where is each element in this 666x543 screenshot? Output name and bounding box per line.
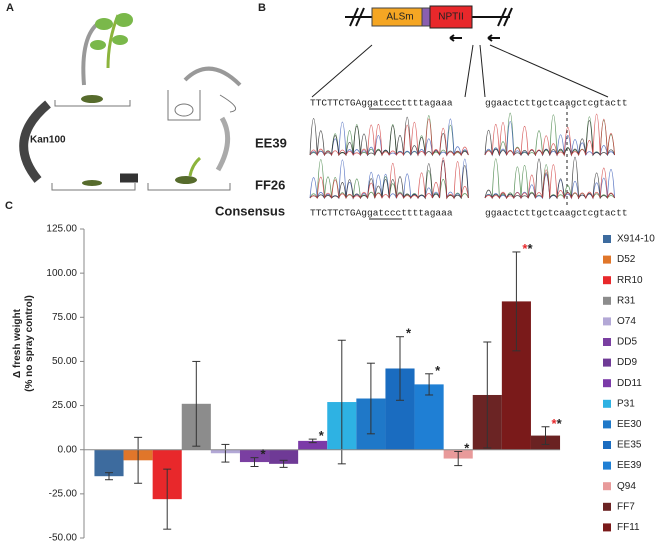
y-axis-label: Δ fresh weight(% no spray control)	[12, 295, 35, 392]
legend-swatch	[603, 317, 611, 326]
y-axis-label-line: (% no spray control)	[24, 295, 35, 392]
bar	[269, 449, 299, 464]
panel-label: C	[5, 200, 13, 212]
trace	[309, 157, 469, 200]
construct-part: ALSm	[386, 12, 413, 23]
significance-mark: *	[527, 241, 533, 256]
construct-part: NPTII	[438, 12, 464, 23]
significance: *	[261, 447, 267, 462]
trace	[309, 160, 469, 200]
y-axis-label-line: Δ fresh weight	[12, 308, 23, 378]
legend-label: P31	[617, 398, 635, 409]
legend-label: EE35	[617, 440, 642, 451]
legend-swatch	[603, 276, 611, 285]
legend-label: O74	[617, 316, 636, 327]
legend-swatch	[603, 502, 611, 511]
significance: *	[435, 363, 441, 378]
legend-swatch	[603, 379, 611, 388]
sequence: TTCTTCTGAggatcccttttagaaa	[310, 208, 453, 219]
trace	[484, 113, 615, 157]
bar	[298, 440, 328, 450]
y-tick-label: -50.00	[49, 533, 78, 543]
legend-swatch	[603, 235, 611, 243]
significance-mark: *	[557, 416, 563, 431]
legend-label: DD5	[617, 337, 637, 348]
y-tick-label: 25.00	[52, 400, 77, 411]
significance: **	[522, 241, 533, 256]
significance-red: *	[552, 416, 558, 431]
bar	[94, 449, 124, 477]
legend-swatch	[603, 296, 611, 305]
treatment-label: Kan100	[30, 135, 66, 146]
y-tick-label: 100.00	[46, 268, 77, 279]
construct-diagram	[311, 5, 609, 220]
legend-swatch	[603, 338, 611, 346]
legend-label: EE30	[617, 419, 642, 430]
legend-swatch	[603, 420, 611, 429]
y-tick-label: 75.00	[52, 312, 77, 323]
legend-label: Q94	[617, 481, 636, 492]
significance: *	[464, 441, 470, 456]
legend-swatch	[603, 523, 611, 532]
significance-mark: *	[261, 447, 267, 462]
sequence: TTCTTCTGAggatcccttttagaaa	[310, 98, 453, 109]
trace	[484, 164, 615, 200]
legend-label: R31	[617, 295, 636, 306]
significance: *	[406, 326, 412, 341]
y-tick-label: -25.00	[49, 488, 78, 499]
panel-label: B	[258, 2, 266, 14]
legend-label: D52	[617, 254, 636, 265]
significance: *	[319, 429, 325, 444]
bar	[239, 449, 270, 463]
sample-label: FF26	[255, 177, 285, 192]
sequence: ggaactcttgctcaagctcgtactt	[485, 98, 628, 109]
legend-label: X914-10	[617, 234, 655, 245]
legend-label: EE39	[617, 460, 642, 471]
chromatograms	[309, 112, 615, 200]
significance-mark: *	[435, 363, 441, 378]
sequence: ggaactcttgctcaagctcgtactt	[485, 208, 628, 219]
significance-red: *	[522, 241, 528, 256]
y-tick-label: 0.00	[58, 444, 78, 455]
significance-mark: *	[319, 429, 325, 444]
plant-diagram	[19, 13, 242, 191]
panel-label: A	[6, 2, 14, 14]
y-tick-label: 125.00	[46, 224, 77, 235]
legend-swatch	[603, 482, 611, 491]
significance: **	[552, 416, 563, 431]
legend-swatch	[603, 461, 611, 470]
legend-swatch	[603, 441, 611, 449]
legend-label: DD9	[617, 357, 637, 368]
legend-label: FF7	[617, 501, 635, 512]
legend-swatch	[603, 358, 611, 367]
legend-label: FF11	[617, 522, 640, 533]
sample-label: EE39	[255, 135, 287, 150]
legend-swatch	[603, 255, 611, 264]
trace	[309, 118, 469, 157]
legend-label: RR10	[617, 275, 643, 286]
legend-label: DD11	[617, 378, 642, 389]
legend-swatch	[603, 399, 611, 408]
significance-mark: *	[406, 326, 412, 341]
y-tick-label: 50.00	[52, 356, 77, 367]
consensus-label: Consensus	[215, 203, 285, 218]
significance-mark: *	[464, 441, 470, 456]
bar-chart: -50.00 -25.00 0.00 25.00 50.00 75.00 100.00 125…	[12, 224, 656, 543]
